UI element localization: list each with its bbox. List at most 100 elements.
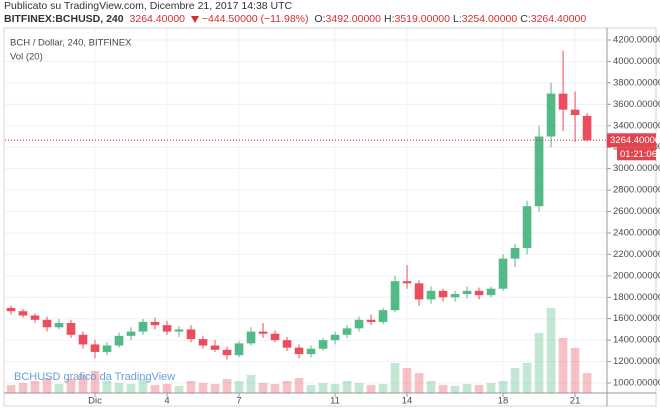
ohlc-label: L: (452, 13, 462, 25)
legend: BCH / Dollar, 240, BITFINEX (10, 38, 132, 49)
candle-body (246, 331, 256, 344)
ohlc-label: C: (520, 13, 531, 25)
volume-bar (522, 363, 532, 393)
candle-body (6, 307, 16, 312)
candle-body (438, 290, 448, 298)
candle-body (78, 334, 88, 345)
volume-bar (126, 384, 136, 393)
volume-bar (6, 385, 16, 393)
watermark: BCHUSD grafico da TradingView (14, 371, 175, 383)
volume-bar (330, 384, 340, 393)
volume-bar (294, 378, 304, 393)
candle-body (42, 319, 52, 328)
countdown: 01:21:06 (620, 149, 657, 160)
volume-bar (570, 348, 580, 393)
volume-bar (306, 385, 316, 393)
down-arrow (190, 15, 199, 23)
candle-body (522, 206, 532, 248)
candle-body (138, 321, 148, 332)
candle-body (90, 344, 100, 352)
candle-body (66, 323, 76, 335)
grid (5, 28, 607, 393)
volume-bar (234, 381, 244, 393)
candle-body (426, 290, 436, 300)
candle-body (450, 294, 460, 298)
volume-bar (18, 383, 28, 393)
candle-body (378, 310, 388, 322)
volume-bar (366, 385, 376, 393)
ohlc-value: 3264.40000 (530, 13, 587, 25)
x-tick-label: 7 (236, 396, 241, 407)
ohlc-label: O: (314, 13, 326, 25)
candle-body (150, 321, 160, 326)
volume-bar (378, 384, 388, 393)
candle-body (114, 335, 124, 346)
candle-body (162, 325, 172, 332)
volume-bar (342, 381, 352, 393)
last-price-box (607, 133, 656, 148)
candle-body (222, 349, 232, 356)
candle-body (498, 258, 508, 289)
volume-bar (30, 381, 40, 393)
candle-body (174, 329, 184, 332)
volume-bar (534, 333, 544, 393)
volume-bar (54, 384, 64, 393)
x-tick-label: 14 (402, 396, 413, 407)
volume-bar (114, 383, 124, 393)
volume-bar (198, 383, 208, 393)
volume-bar (354, 383, 364, 393)
volume-bar (222, 379, 232, 393)
candle-body (510, 247, 520, 259)
x-tick-label: 21 (570, 396, 581, 407)
ohlc-value: 3492.00000 (325, 13, 381, 25)
candle-body (282, 340, 292, 348)
volume-bar (426, 381, 436, 393)
volume-bar (42, 378, 52, 393)
candle-body (354, 319, 364, 329)
volume-bar (582, 373, 592, 393)
volume-bar (486, 383, 496, 393)
last-price-label: 3264.400000 (610, 135, 660, 146)
candle-body (342, 328, 352, 335)
volume-bar (510, 368, 520, 393)
volume-bar (210, 384, 220, 393)
candle-body (462, 290, 472, 295)
candle-body (318, 340, 328, 349)
last: 3264.40000 (129, 13, 186, 25)
quote-line: BITFINEX:BCHUSD, 240 3264.40000 −444.500… (4, 13, 592, 26)
volume-bar (162, 384, 172, 393)
candle-body (414, 283, 424, 300)
ohlc-value: 3519.00000 (394, 13, 450, 25)
x-tick-label: 18 (498, 396, 509, 407)
candle-body (186, 329, 196, 340)
volume-bar (402, 368, 412, 393)
candle-body (486, 288, 496, 296)
candle-body (234, 343, 244, 356)
candle-body (30, 315, 40, 320)
change: −444.50000 (−11.98%) (201, 13, 309, 25)
candle-body (546, 93, 556, 137)
candle-body (18, 311, 28, 316)
candle-body (102, 345, 112, 352)
volume-bar (270, 384, 280, 393)
countdown-box (617, 147, 656, 161)
published: Publicato su TradingView.com, Dicembre 2… (4, 0, 293, 12)
volume-bar (282, 381, 292, 393)
volume-bar (318, 383, 328, 393)
candle-body (126, 331, 136, 336)
volume-bar (150, 385, 160, 393)
x-tick-label: Dic (88, 396, 102, 407)
volume-bar (450, 386, 460, 393)
volume-bar (414, 373, 424, 393)
ohlc-label: H: (384, 13, 395, 25)
volume-bar (174, 386, 184, 393)
